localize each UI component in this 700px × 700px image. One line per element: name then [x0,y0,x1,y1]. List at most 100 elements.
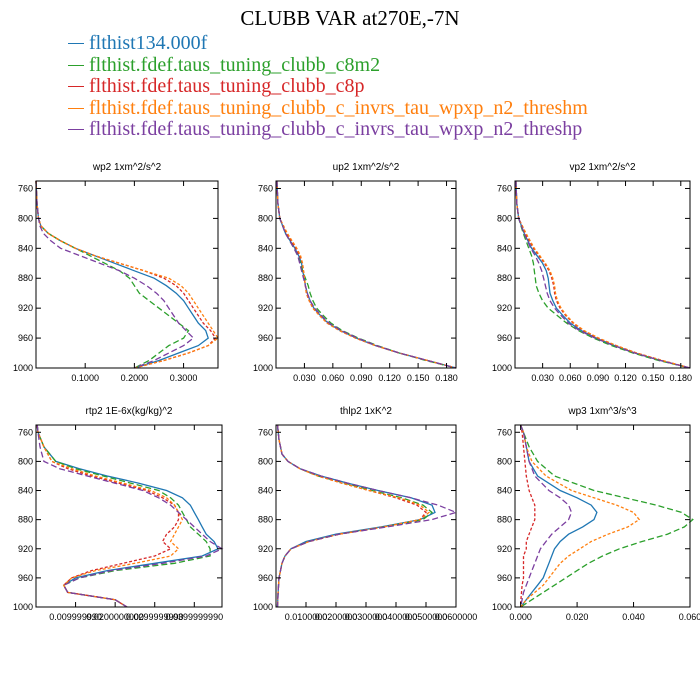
x-tick-label: 0.020 [566,612,589,622]
legend-item: flthist.fdef.taus_tuning_clubb_c8m2 [68,53,588,77]
y-tick-label: 840 [18,243,33,253]
x-tick-label: 0.030 [531,373,554,383]
y-tick-label: 920 [18,544,33,554]
plot-frame [514,424,691,608]
plot-title: wp3 1xm^3/s^3 [567,406,637,417]
y-tick-label: 880 [497,273,512,283]
y-tick-label: 800 [497,213,512,223]
y-tick-label: 880 [497,515,512,525]
y-tick-label: 1000 [253,363,273,373]
series-line [519,424,641,608]
series-line [519,424,598,608]
plot-panel: vp2 1xm^2/s^2 760 800 840 880 920 960 1000 0.030… [492,162,692,383]
x-tick-label: 0.000 [509,612,532,622]
y-tick-label: 960 [258,573,273,583]
series-line [36,424,184,608]
plot-title: thlp2 1xK^2 [340,406,392,417]
y-tick-label: 840 [497,243,512,253]
x-tick-label: 0.090 [587,373,610,383]
series-line [35,180,219,369]
series-line [515,180,691,369]
x-tick-label: 0.120 [614,373,637,383]
plot-title: up2 1xm^2/s^2 [333,162,400,173]
x-tick-label: 0.0100000 [285,612,328,622]
y-tick-label: 840 [18,486,33,496]
legend-label: flthist134.000f [89,32,208,54]
y-tick-label: 760 [258,183,273,193]
x-tick-label: 0.2000 [121,373,149,383]
x-tick-label: 0.1000 [71,373,99,383]
series-line [515,180,691,369]
plot-title: vp2 1xm^2/s^2 [569,162,636,173]
series-line [36,424,180,608]
legend-label: flthist.fdef.taus_tuning_clubb_c_invrs_t… [89,96,588,119]
legend-item: flthist.fdef.taus_tuning_clubb_c_invrs_t… [68,118,588,141]
y-tick-label: 960 [497,573,512,583]
y-tick-label: 800 [497,456,512,466]
series-line [515,180,691,369]
series-line [276,424,458,608]
page-title: CLUBB VAR at270E,-7N [240,6,460,30]
x-tick-label: 0.3000 [170,373,198,383]
y-tick-label: 920 [18,303,33,313]
x-tick-label: 0.060 [559,373,582,383]
x-tick-label: 0.0399999990 [166,612,224,622]
series-line [35,180,195,369]
legend-label: flthist.fdef.taus_tuning_clubb_c8m2 [89,53,381,76]
y-tick-label: 880 [18,273,33,283]
plot-frame [275,180,457,369]
x-tick-label: 0.150 [407,373,430,383]
plot-title: wp2 1xm^2/s^2 [92,162,162,173]
x-tick-label: 0.180 [670,373,693,383]
y-tick-label: 760 [497,183,512,193]
y-tick-label: 840 [258,486,273,496]
series-line [519,424,694,608]
y-tick-label: 840 [258,243,273,253]
legend-swatch [68,86,84,88]
y-tick-label: 920 [258,544,273,554]
plot-frame [514,180,691,369]
plot-title: rtp2 1E-6x(kg/kg)^2 [86,406,173,417]
y-tick-label: 800 [18,213,33,223]
y-tick-label: 800 [258,456,273,466]
x-tick-label: 0.0300000 [345,612,388,622]
x-tick-label: 0.060 [322,373,345,383]
y-tick-label: 840 [497,486,512,496]
series-line [276,424,436,608]
y-tick-label: 960 [18,573,33,583]
x-tick-label: 0.0500000 [405,612,448,622]
y-tick-label: 760 [258,427,273,437]
x-tick-label: 0.040 [622,612,645,622]
series-line [276,424,431,608]
y-tick-label: 960 [258,333,273,343]
series-line [276,424,427,608]
legend-item: flthist.fdef.taus_tuning_clubb_c8p [68,75,588,98]
series-line [515,180,691,369]
y-tick-label: 1000 [13,602,33,612]
y-tick-label: 1000 [253,602,273,612]
x-tick-label: 0.0200000000 [86,612,144,622]
legend-item: flthist134.000f [68,32,588,55]
plot-panel: thlp2 1xK^2 760 800 840 880 920 960 1000 0.01000… [253,406,477,622]
y-tick-label: 760 [497,427,512,437]
legend-swatch [68,43,84,45]
x-tick-label: 0.0400000 [375,612,418,622]
x-tick-label: 0.060 [679,612,700,622]
legend-label: flthist.fdef.taus_tuning_clubb_c_invrs_t… [89,118,583,140]
legend: flthist134.000f flthist.fdef.taus_tuning… [68,32,588,141]
series-line [519,424,573,608]
y-tick-label: 1000 [13,363,33,373]
y-tick-label: 760 [18,427,33,437]
series-line [36,424,219,608]
series-line [276,180,457,369]
y-tick-label: 880 [258,273,273,283]
plot-panel: wp3 1xm^3/s^3 760 800 840 880 920 960 10000.000… [492,406,700,622]
series-line [36,424,211,608]
plot-frame [35,424,223,608]
plot-frame [35,180,219,369]
series-line [35,180,190,369]
y-tick-label: 920 [258,303,273,313]
y-tick-label: 1000 [492,363,512,373]
y-tick-label: 880 [18,515,33,525]
